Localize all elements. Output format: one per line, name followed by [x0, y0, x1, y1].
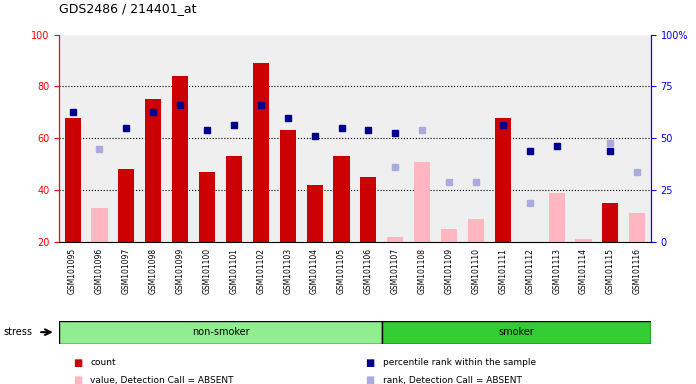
Bar	[387, 237, 404, 242]
Bar	[86, 35, 113, 242]
Bar	[543, 35, 570, 242]
Bar	[409, 35, 436, 242]
Bar	[247, 35, 274, 242]
Bar	[463, 35, 489, 242]
Text: smoker: smoker	[498, 327, 535, 337]
Bar	[328, 35, 355, 242]
Bar	[59, 35, 86, 242]
Bar	[253, 63, 269, 242]
Bar	[548, 193, 564, 242]
Bar	[570, 35, 597, 242]
Text: value, Detection Call = ABSENT: value, Detection Call = ABSENT	[90, 376, 234, 384]
Text: stress: stress	[3, 327, 33, 337]
Bar	[495, 118, 511, 242]
Bar	[597, 35, 624, 242]
Bar	[629, 214, 645, 242]
Bar	[113, 35, 140, 242]
Text: ■: ■	[73, 375, 82, 384]
Bar	[226, 156, 242, 242]
Text: GDS2486 / 214401_at: GDS2486 / 214401_at	[59, 2, 197, 15]
Bar	[489, 35, 516, 242]
Text: ■: ■	[365, 375, 374, 384]
Bar	[118, 169, 134, 242]
Bar	[59, 321, 382, 344]
Bar	[414, 162, 430, 242]
Bar	[548, 203, 564, 242]
Bar	[382, 35, 409, 242]
Bar	[65, 118, 81, 242]
Bar	[333, 156, 349, 242]
Bar	[274, 35, 301, 242]
Bar	[172, 76, 188, 242]
Bar	[382, 321, 651, 344]
Bar	[361, 177, 377, 242]
Bar	[516, 35, 543, 242]
Bar	[576, 239, 592, 242]
Bar	[306, 185, 323, 242]
Text: percentile rank within the sample: percentile rank within the sample	[383, 358, 536, 367]
Text: ■: ■	[73, 358, 82, 368]
Text: rank, Detection Call = ABSENT: rank, Detection Call = ABSENT	[383, 376, 522, 384]
Bar	[602, 203, 619, 242]
Bar	[221, 35, 247, 242]
Bar	[199, 172, 215, 242]
Bar	[193, 35, 221, 242]
Bar	[441, 229, 457, 242]
Bar	[436, 35, 463, 242]
Bar	[280, 131, 296, 242]
Bar	[167, 35, 193, 242]
Bar	[301, 35, 328, 242]
Bar	[145, 99, 161, 242]
Text: non-smoker: non-smoker	[191, 327, 249, 337]
Bar	[91, 208, 108, 242]
Bar	[355, 35, 382, 242]
Bar	[624, 35, 651, 242]
Bar	[140, 35, 167, 242]
Bar	[468, 218, 484, 242]
Text: count: count	[90, 358, 116, 367]
Text: ■: ■	[365, 358, 374, 368]
